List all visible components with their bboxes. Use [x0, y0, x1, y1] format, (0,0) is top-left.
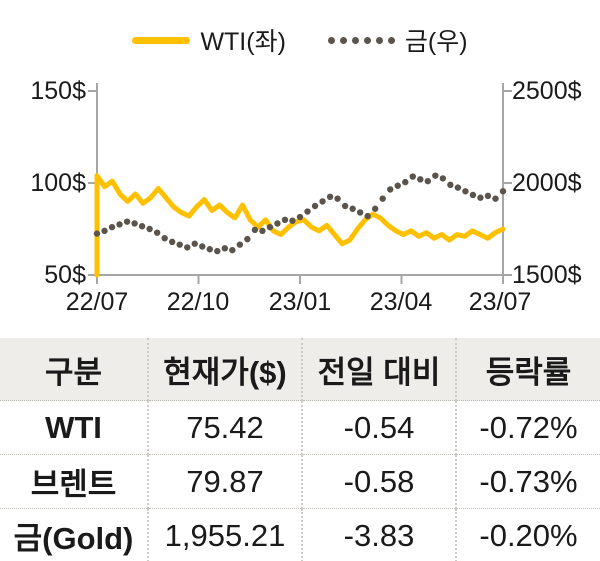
price-chart-plot: [88, 83, 512, 284]
left-axis-tick-100: 100$: [30, 169, 86, 197]
x-axis-tick-2307: 23/07: [468, 288, 532, 316]
col-header-change: 전일 대비: [301, 338, 456, 401]
cell-pct: -0.20%: [455, 508, 600, 561]
table-header-row: 구분 현재가($) 전일 대비 등락률: [0, 338, 600, 401]
x-axis-tick-2207: 22/07: [65, 288, 129, 316]
cell-pct: -0.73%: [455, 454, 600, 509]
cell-change: -3.83: [301, 508, 456, 561]
col-header-pct: 등락률: [455, 338, 600, 401]
right-axis-tick-1500: 1500$: [512, 261, 582, 289]
x-axis-tick-2301: 23/01: [268, 288, 332, 316]
legend-label-gold: 금(우): [404, 28, 468, 56]
legend-item-gold: 금(우): [327, 22, 468, 58]
legend-label-wti: WTI(좌): [200, 28, 286, 56]
left-axis-tick-50: 50$: [44, 261, 86, 289]
cell-price: 79.87: [147, 454, 302, 509]
chart-legend: WTI(좌) 금(우): [0, 22, 600, 58]
x-axis-tick-2304: 23/04: [369, 288, 433, 316]
price-table: 구분 현재가($) 전일 대비 등락률 WTI 75.42 -0.54 -0.7…: [0, 338, 600, 561]
cell-change: -0.58: [301, 454, 456, 509]
legend-item-wti: WTI(좌): [132, 22, 286, 58]
wti-line-swatch: [132, 36, 191, 44]
cell-label: WTI: [45, 409, 102, 445]
x-axis-tick-2210: 22/10: [166, 288, 230, 316]
table-row-gold: 금(Gold) 1,955.21 -3.83 -0.20%: [0, 508, 600, 561]
gold-dots-swatch: [327, 36, 395, 44]
cell-pct: -0.72%: [455, 400, 600, 455]
col-header-category: 구분: [0, 338, 148, 401]
table-row-brent: 브렌트 79.87 -0.58 -0.73%: [0, 454, 600, 509]
right-axis-tick-2500: 2500$: [512, 77, 582, 105]
cell-price: 75.42: [147, 400, 302, 455]
right-axis-tick-2000: 2000$: [512, 169, 582, 197]
left-axis-tick-150: 150$: [30, 77, 86, 105]
table-row-wti: WTI 75.42 -0.54 -0.72%: [0, 400, 600, 455]
cell-label: 금(Gold): [0, 508, 148, 561]
cell-price: 1,955.21: [147, 508, 302, 561]
cell-label: 브렌트: [0, 454, 148, 509]
cell-change: -0.54: [301, 400, 456, 455]
col-header-price: 현재가($): [147, 338, 302, 401]
